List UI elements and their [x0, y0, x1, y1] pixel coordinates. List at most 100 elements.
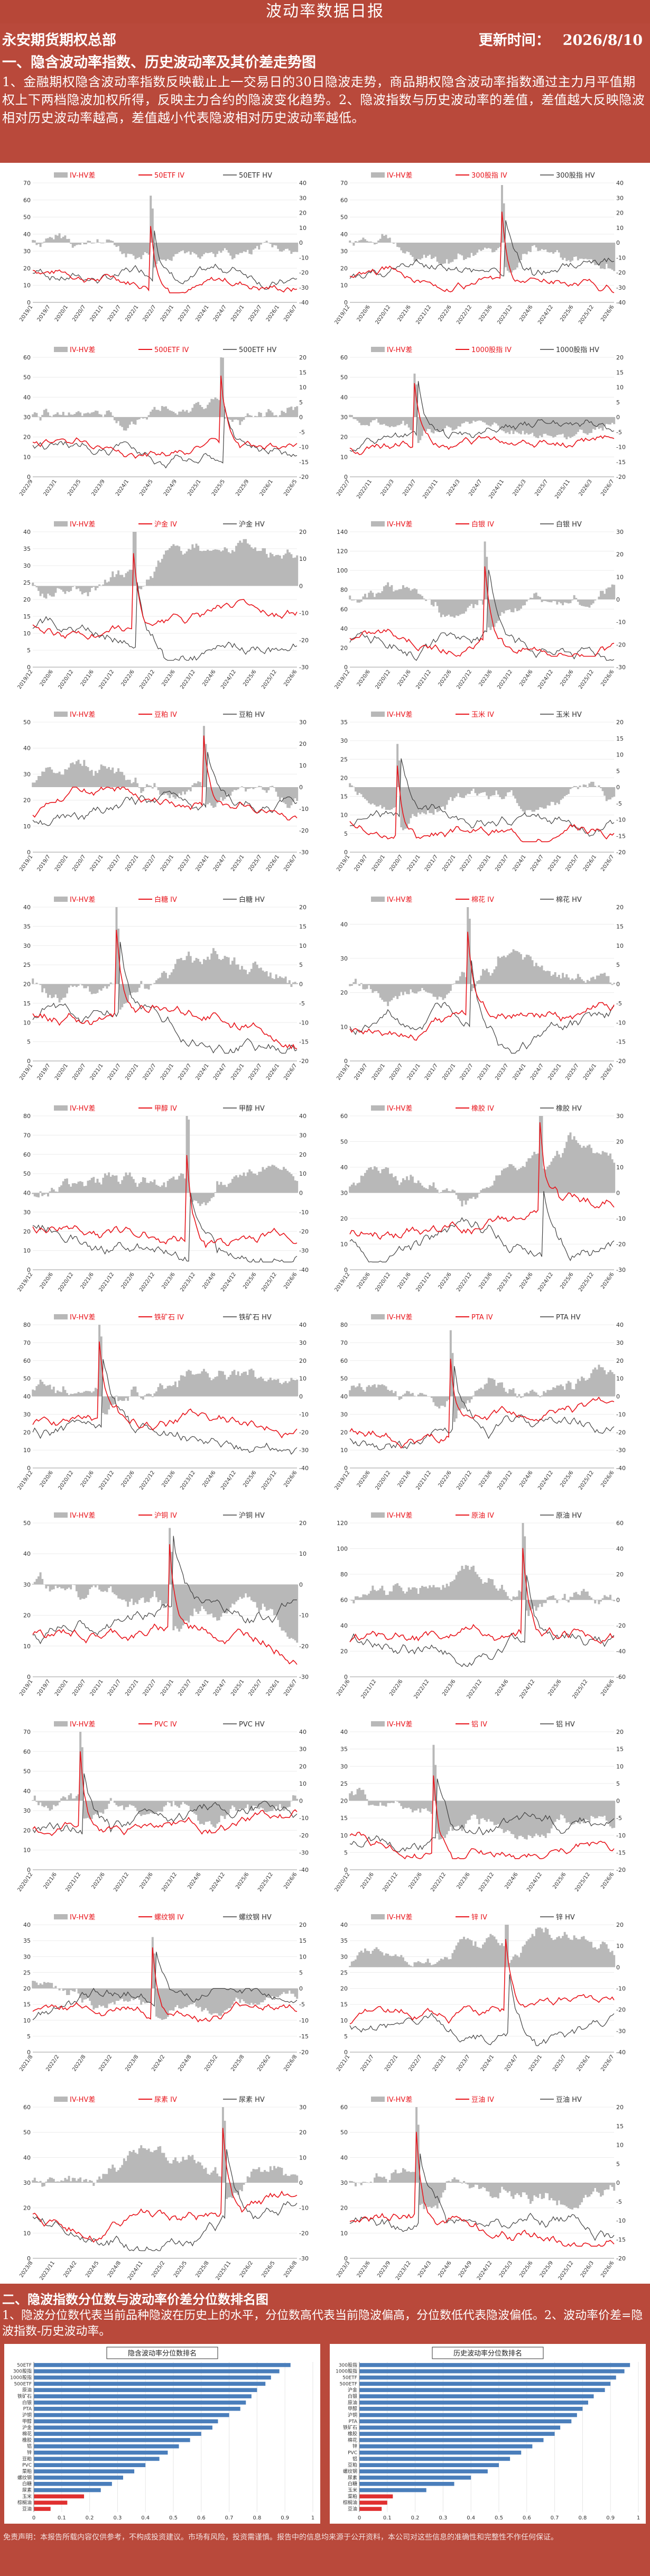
diff-bar [202, 1193, 205, 1203]
diff-bar [392, 984, 395, 998]
diff-bar [166, 978, 169, 984]
y-left-tick: 0 [344, 2255, 348, 2262]
diff-bar [543, 599, 545, 601]
diff-bar [607, 1801, 610, 1823]
diff-bar [495, 966, 498, 984]
diff-bar [413, 2172, 416, 2183]
y-left-tick: 20 [340, 1215, 348, 1222]
hv-line [349, 1366, 615, 1451]
diff-bar [548, 599, 551, 603]
diff-bar [538, 1116, 541, 1193]
diff-bar [484, 417, 486, 423]
diff-bar [373, 417, 376, 420]
diff-bar [259, 243, 262, 245]
diff-bar [226, 1988, 228, 2010]
y-right-tick: 20 [299, 1358, 307, 1364]
diff-bar [419, 1392, 422, 1397]
diff-bar [586, 1591, 589, 1600]
diff-bar [463, 1193, 466, 1201]
diff-bar [229, 553, 232, 586]
diff-bar [584, 1147, 587, 1193]
diff-bar [396, 744, 399, 787]
diff-bar [235, 1988, 238, 1998]
diff-bar [350, 1600, 353, 1601]
diff-bar [73, 984, 76, 986]
rank-bar [34, 2469, 135, 2473]
diff-bar [369, 241, 372, 243]
diff-bar [525, 2183, 528, 2195]
y-left-tick: 10 [23, 2230, 31, 2237]
diff-bar [567, 417, 570, 437]
diff-bar [221, 357, 224, 417]
diff-bar [62, 1181, 64, 1193]
diff-bar [543, 1391, 545, 1397]
diff-bar [506, 1925, 509, 1968]
diff-bar [183, 553, 186, 586]
diff-bar [170, 1801, 173, 1807]
diff-bar [90, 1801, 93, 1819]
diff-bar [434, 417, 437, 429]
diff-bar [144, 243, 146, 252]
diff-bar [258, 1584, 261, 1612]
diff-bar [64, 1797, 67, 1801]
diff-bar [117, 243, 120, 246]
diff-bar [283, 1382, 285, 1397]
y-left-tick: 25 [340, 1969, 348, 1976]
diff-bar [286, 408, 289, 417]
diff-bar [277, 1584, 280, 1620]
diff-bar [296, 2175, 299, 2183]
diff-bar [524, 1393, 526, 1397]
diff-bar [269, 2166, 272, 2183]
y-left-tick: 10 [340, 2230, 348, 2237]
y-left-tick: 20 [340, 1429, 348, 1436]
diff-bar [35, 1193, 38, 1197]
diff-bar [543, 1600, 545, 1603]
diff-bar [157, 1801, 160, 1812]
diff-bar [413, 1183, 416, 1193]
legend-label: IV-HV差 [387, 521, 412, 529]
diff-bar [385, 1167, 387, 1193]
diff-bar [404, 2169, 406, 2183]
diff-bar [47, 238, 49, 243]
diff-bar [125, 984, 127, 1003]
diff-bar [415, 243, 418, 262]
diff-bar [259, 1377, 262, 1397]
diff-bar [369, 1591, 372, 1600]
legend-label: 白糖 IV [154, 895, 177, 904]
diff-bar [411, 589, 414, 599]
diff-bar [193, 1801, 196, 1814]
y-right-tick: -5 [299, 2001, 305, 2008]
diff-bar [100, 984, 103, 991]
diff-bar [201, 407, 203, 417]
diff-bar [56, 1390, 59, 1397]
diff-bar [178, 2163, 181, 2183]
y-left-tick: 30 [340, 2180, 348, 2186]
diff-bar [377, 1384, 380, 1397]
diff-bar [197, 1584, 200, 1614]
y-left-tick: 40 [340, 1922, 348, 1928]
diff-bar [41, 2183, 44, 2187]
diff-bar [43, 242, 45, 243]
diff-bar [366, 2182, 368, 2183]
diff-bar [283, 555, 285, 586]
legend-label: 白银 IV [471, 520, 494, 529]
diff-bar [560, 787, 562, 800]
diff-bar [518, 1394, 521, 1397]
diff-bar [220, 2176, 222, 2183]
diff-bar [96, 239, 99, 243]
diff-bar [138, 787, 141, 788]
diff-bar [32, 782, 34, 787]
diff-bar [415, 787, 418, 817]
diff-bar [584, 599, 587, 607]
diff-bar [474, 599, 477, 605]
diff-bar [590, 977, 593, 984]
diff-bar [444, 787, 447, 810]
diff-bar [64, 235, 67, 243]
diff-bar [579, 1381, 581, 1397]
diff-bar [514, 787, 517, 799]
diff-bar [102, 584, 105, 586]
diff-bar [64, 415, 67, 417]
diff-bar [594, 1600, 597, 1604]
diff-bar [246, 2176, 249, 2183]
